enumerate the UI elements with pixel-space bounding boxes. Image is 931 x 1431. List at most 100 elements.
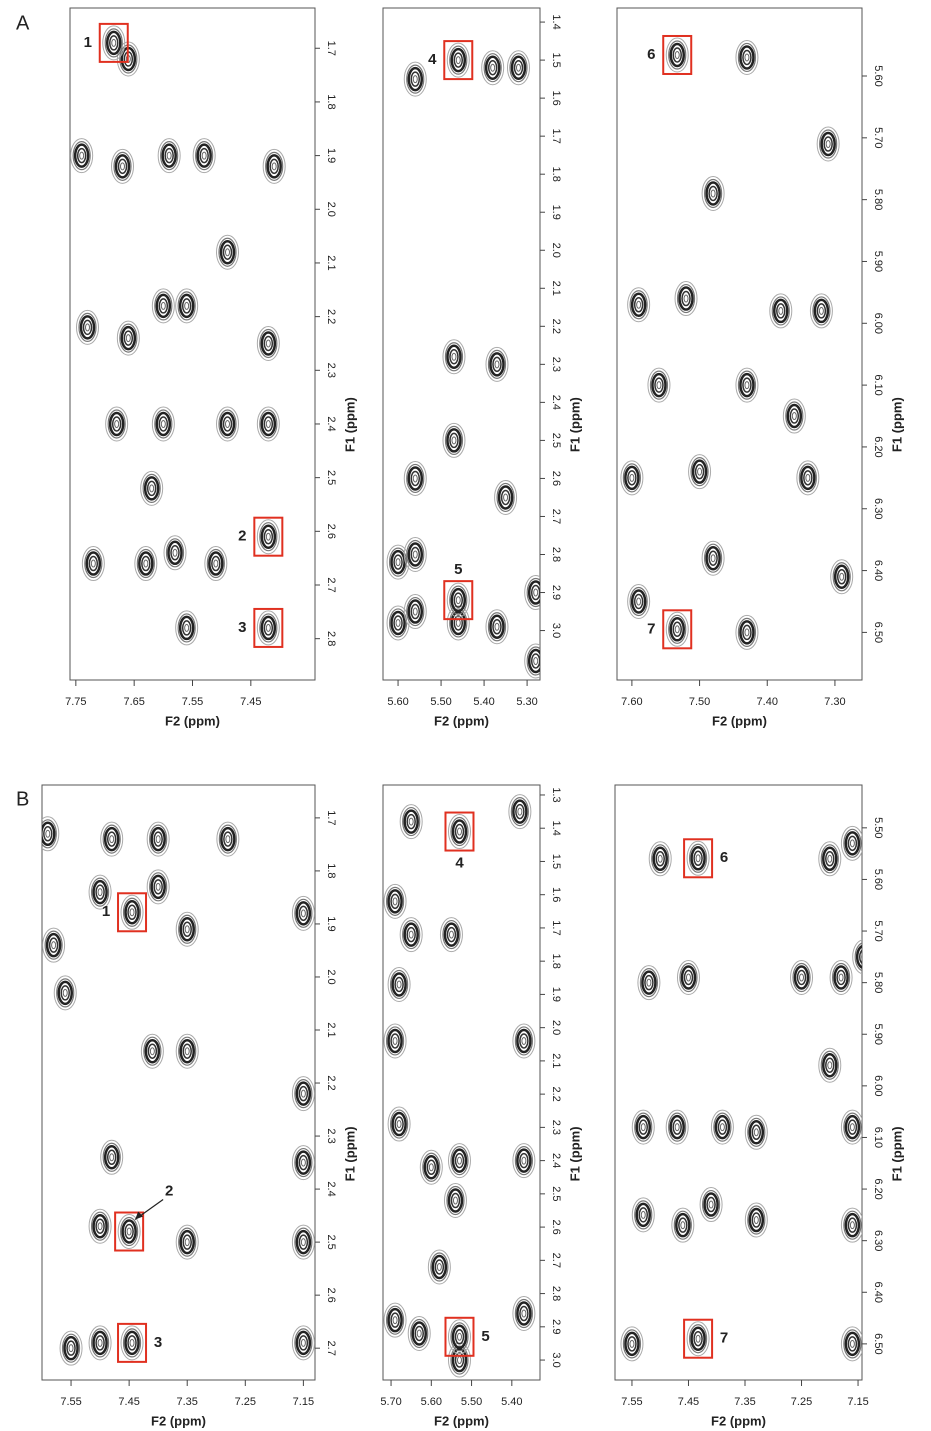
y-tick-label: 2.4 bbox=[550, 395, 562, 410]
y-tick-label: 2.4 bbox=[325, 1181, 337, 1196]
x-tick-label: 7.55 bbox=[60, 1396, 81, 1408]
page: A B 1231.71.81.92.02.12.22.32.42.52.62.7… bbox=[0, 0, 931, 1431]
x-tick-label: 5.60 bbox=[387, 696, 408, 708]
x-tick-label: 7.40 bbox=[757, 696, 778, 708]
y-axis-label: F1 (ppm) bbox=[567, 1126, 582, 1181]
y-axis-label: F1 (ppm) bbox=[342, 1126, 357, 1181]
x-tick-label: 5.30 bbox=[516, 696, 537, 708]
y-tick-label: 2.3 bbox=[550, 1120, 562, 1135]
peak-label: 3 bbox=[154, 1334, 162, 1351]
y-tick-label: 1.9 bbox=[325, 916, 337, 931]
peak bbox=[853, 940, 875, 974]
y-tick-label: 2.9 bbox=[550, 1319, 562, 1334]
y-tick-label: 2.8 bbox=[325, 631, 337, 646]
y-tick-label: 1.8 bbox=[325, 94, 337, 109]
y-axis-label: F1 (ppm) bbox=[342, 397, 357, 452]
y-tick-label: 5.70 bbox=[872, 920, 884, 941]
x-axis-label: F2 (ppm) bbox=[434, 1413, 489, 1428]
y-tick-label: 2.5 bbox=[550, 433, 562, 448]
y-tick-label: 1.7 bbox=[550, 129, 562, 144]
x-tick-label: 5.50 bbox=[461, 1396, 482, 1408]
peak-label: 7 bbox=[720, 1330, 728, 1347]
x-tick-label: 7.45 bbox=[240, 696, 261, 708]
y-tick-label: 2.2 bbox=[550, 1086, 562, 1101]
x-tick-label: 7.75 bbox=[65, 696, 86, 708]
y-tick-label: 6.30 bbox=[872, 498, 884, 519]
x-tick-label: 5.70 bbox=[380, 1396, 401, 1408]
y-tick-label: 1.7 bbox=[325, 41, 337, 56]
y-tick-label: 2.6 bbox=[550, 1219, 562, 1234]
y-tick-label: 2.2 bbox=[550, 319, 562, 334]
y-tick-label: 1.4 bbox=[550, 14, 562, 29]
y-tick-label: 2.3 bbox=[325, 363, 337, 378]
y-tick-label: 2.8 bbox=[550, 547, 562, 562]
peak-label: 2 bbox=[165, 1182, 173, 1199]
y-tick-label: 6.30 bbox=[872, 1230, 884, 1251]
y-tick-label: 1.5 bbox=[550, 52, 562, 67]
x-tick-label: 7.45 bbox=[678, 1396, 699, 1408]
x-axis-label: F2 (ppm) bbox=[711, 1413, 766, 1428]
y-tick-label: 1.9 bbox=[550, 205, 562, 220]
y-tick-label: 2.4 bbox=[550, 1153, 562, 1168]
x-axis-label: F2 (ppm) bbox=[151, 1413, 206, 1428]
y-tick-label: 2.6 bbox=[325, 524, 337, 539]
x-axis-label: F2 (ppm) bbox=[434, 713, 489, 728]
peak-label: 2 bbox=[238, 528, 246, 545]
y-tick-label: 2.1 bbox=[325, 255, 337, 270]
peak-label: 6 bbox=[720, 849, 728, 866]
y-tick-label: 1.7 bbox=[550, 920, 562, 935]
y-tick-label: 2.7 bbox=[325, 1341, 337, 1356]
peak-label: 5 bbox=[481, 1328, 489, 1345]
y-tick-label: 6.20 bbox=[872, 436, 884, 457]
x-axis-label: F2 (ppm) bbox=[165, 713, 220, 728]
x-tick-label: 7.60 bbox=[621, 696, 642, 708]
y-tick-label: 5.80 bbox=[872, 972, 884, 993]
y-tick-label: 2.7 bbox=[550, 1253, 562, 1268]
y-tick-label: 5.50 bbox=[872, 817, 884, 838]
y-tick-label: 5.60 bbox=[872, 869, 884, 890]
y-tick-label: 5.90 bbox=[872, 251, 884, 272]
y-tick-label: 2.5 bbox=[325, 1234, 337, 1249]
x-tick-label: 7.35 bbox=[734, 1396, 755, 1408]
x-tick-label: 7.15 bbox=[293, 1396, 314, 1408]
plot-frame bbox=[42, 785, 315, 1380]
y-tick-label: 2.0 bbox=[550, 243, 562, 258]
y-tick-label: 1.5 bbox=[550, 854, 562, 869]
peak-label: 1 bbox=[84, 34, 92, 51]
y-tick-label: 1.8 bbox=[550, 167, 562, 182]
y-tick-label: 6.00 bbox=[872, 1075, 884, 1096]
x-tick-label: 7.65 bbox=[123, 696, 144, 708]
y-tick-label: 1.7 bbox=[325, 810, 337, 825]
y-tick-label: 1.6 bbox=[550, 887, 562, 902]
y-tick-label: 2.1 bbox=[550, 281, 562, 296]
y-tick-label: 2.0 bbox=[550, 1020, 562, 1035]
x-tick-label: 5.50 bbox=[430, 696, 451, 708]
y-tick-label: 2.9 bbox=[550, 585, 562, 600]
y-tick-label: 6.50 bbox=[872, 622, 884, 643]
plot-frame bbox=[617, 8, 862, 680]
peak-label: 6 bbox=[647, 46, 655, 63]
x-tick-label: 5.60 bbox=[421, 1396, 442, 1408]
x-tick-label: 7.25 bbox=[791, 1396, 812, 1408]
y-tick-label: 2.3 bbox=[325, 1128, 337, 1143]
y-tick-label: 2.1 bbox=[550, 1053, 562, 1068]
x-tick-label: 7.50 bbox=[689, 696, 710, 708]
y-tick-label: 6.20 bbox=[872, 1178, 884, 1199]
y-tick-label: 5.70 bbox=[872, 127, 884, 148]
y-tick-label: 6.00 bbox=[872, 313, 884, 334]
y-tick-label: 2.4 bbox=[325, 416, 337, 431]
peak-label: 4 bbox=[455, 855, 464, 872]
x-tick-label: 7.55 bbox=[621, 1396, 642, 1408]
y-tick-label: 6.40 bbox=[872, 560, 884, 581]
y-tick-label: 2.6 bbox=[325, 1288, 337, 1303]
y-tick-label: 2.0 bbox=[325, 969, 337, 984]
x-tick-label: 7.30 bbox=[824, 696, 845, 708]
y-tick-label: 6.40 bbox=[872, 1282, 884, 1303]
y-tick-label: 1.6 bbox=[550, 90, 562, 105]
y-tick-label: 1.8 bbox=[550, 954, 562, 969]
y-tick-label: 5.80 bbox=[872, 189, 884, 210]
y-tick-label: 2.5 bbox=[550, 1186, 562, 1201]
figure: A B 1231.71.81.92.02.12.22.32.42.52.62.7… bbox=[0, 0, 931, 1431]
y-tick-label: 3.0 bbox=[550, 623, 562, 638]
peak-label: 5 bbox=[454, 561, 462, 578]
